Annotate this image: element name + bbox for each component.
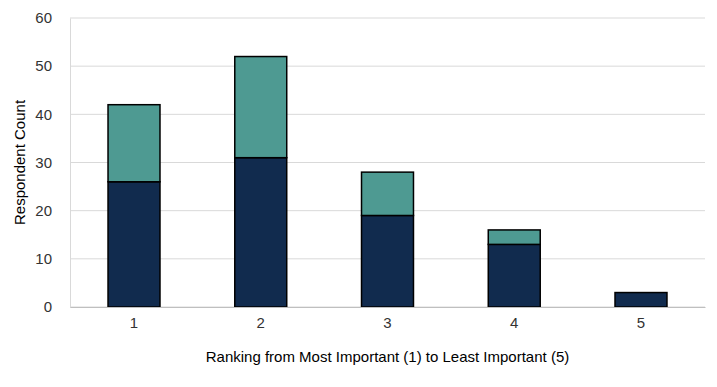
tick-label: 40 xyxy=(35,106,52,123)
tick-label: 5 xyxy=(637,314,645,331)
tick: 0 xyxy=(44,298,70,315)
tick-label: 30 xyxy=(35,154,52,171)
tick: 20 xyxy=(35,202,70,219)
bar-segment xyxy=(615,292,667,294)
tick: 2 xyxy=(257,307,265,331)
bar-segment xyxy=(362,215,414,307)
bar-segment xyxy=(362,172,414,215)
x-axis-title: Ranking from Most Important (1) to Least… xyxy=(206,348,569,365)
tick: 3 xyxy=(383,307,391,331)
tick: 10 xyxy=(35,250,70,267)
tick-label: 3 xyxy=(383,314,391,331)
y-axis: 0 10 20 30 40 50 60 xyxy=(35,9,70,315)
x-axis: 1 2 3 4 5 xyxy=(71,307,706,331)
axis-line xyxy=(70,19,71,308)
chart: 0 10 20 30 40 50 60 1 2 3 4 5 Ranking from Most Impo… xyxy=(0,0,717,387)
tick-label: 1 xyxy=(130,314,138,331)
tick-label: 50 xyxy=(35,57,52,74)
axis-line xyxy=(71,307,706,308)
bar-segment xyxy=(108,105,160,182)
tick: 40 xyxy=(35,106,70,123)
bar-segment xyxy=(488,244,540,307)
tick-label: 20 xyxy=(35,202,52,219)
series xyxy=(108,57,540,245)
tick: 1 xyxy=(130,307,138,331)
tick: 50 xyxy=(35,57,70,74)
bar-segment xyxy=(488,230,540,244)
bar-segment xyxy=(235,158,287,307)
bar-segment xyxy=(235,57,287,158)
tick-label: 4 xyxy=(510,314,518,331)
grid-line xyxy=(70,18,705,19)
bars xyxy=(108,57,667,307)
tick-label: 10 xyxy=(35,250,52,267)
tick: 4 xyxy=(510,307,518,331)
tick: 30 xyxy=(35,154,70,171)
grid-line xyxy=(70,66,705,67)
bar-segment xyxy=(108,182,160,307)
tick: 60 xyxy=(35,9,70,26)
tick-label: 60 xyxy=(35,9,52,26)
grid xyxy=(70,18,705,307)
tick-label: 0 xyxy=(44,298,52,315)
bar-segment xyxy=(615,293,667,307)
tick: 5 xyxy=(637,307,645,331)
y-axis-title: Respondent Count xyxy=(11,99,28,225)
series xyxy=(108,158,667,307)
grid-line xyxy=(70,114,705,115)
tick-label: 2 xyxy=(257,314,265,331)
grid-line xyxy=(70,162,705,163)
